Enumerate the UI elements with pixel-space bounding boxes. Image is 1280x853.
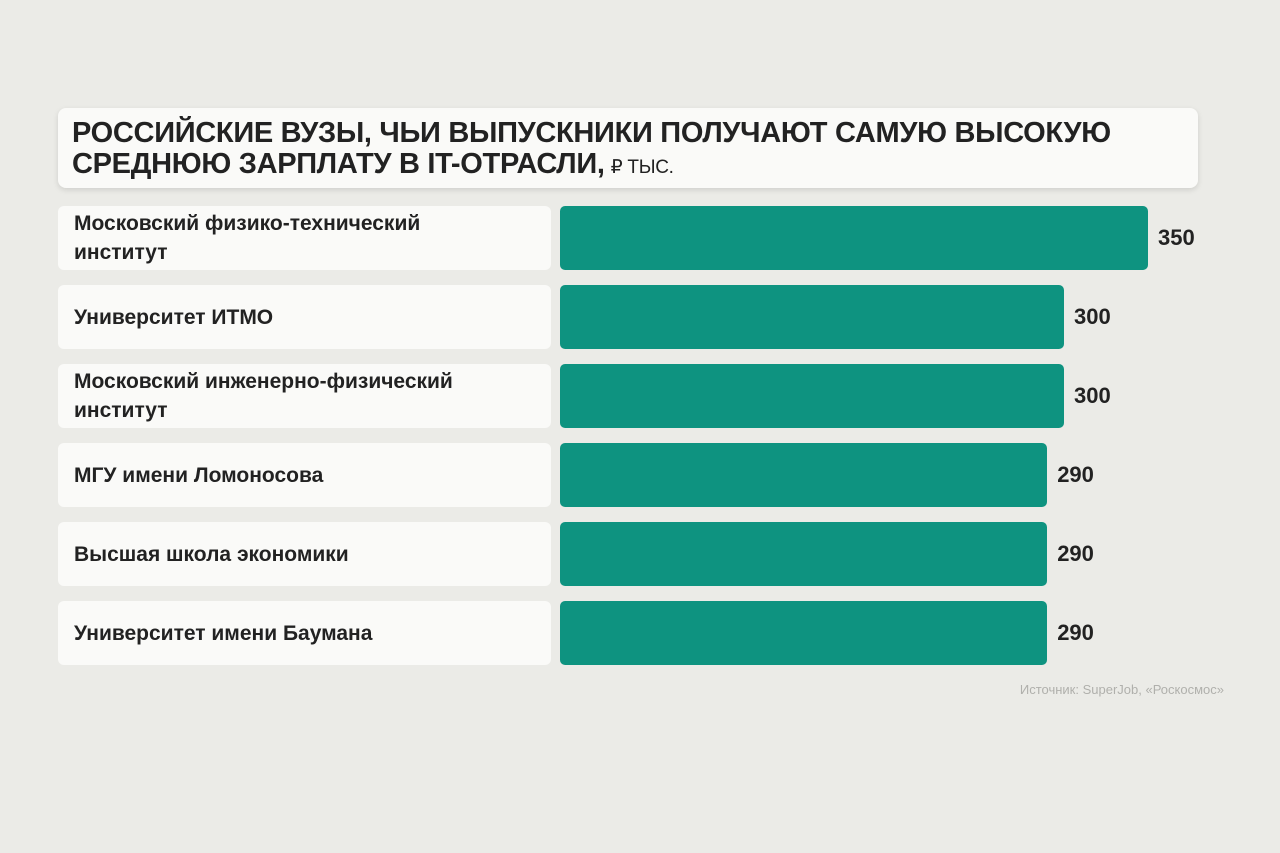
category-label: Московский инженерно-физический институт (74, 370, 453, 422)
value-label: 290 (1057, 462, 1094, 487)
category-label: Университет ИТМО (74, 305, 274, 329)
category-label: Высшая школа экономики (74, 542, 349, 566)
bar (560, 443, 1048, 507)
value-label: 300 (1074, 304, 1111, 329)
value-label: 290 (1057, 620, 1094, 645)
category-box: Университет ИТМО (58, 285, 551, 349)
chart-title: РОССИЙСКИЕ ВУЗЫ, ЧЬИ ВЫПУСКНИКИ ПОЛУЧАЮТ… (72, 118, 1184, 183)
source-note: Источник: SuperJob, «Роскосмос» (1019, 682, 1224, 697)
unit-label: ₽ ТЫС. (610, 157, 674, 178)
value-label: 350 (1158, 225, 1195, 250)
category-label: МГУ имени Ломоносова (74, 463, 324, 487)
category-box: Университет имени Баумана (58, 601, 551, 665)
title-box: РОССИЙСКИЕ ВУЗЫ, ЧЬИ ВЫПУСКНИКИ ПОЛУЧАЮТ… (58, 108, 1198, 188)
value-label: 300 (1074, 383, 1111, 408)
bar (560, 601, 1048, 665)
bar (560, 522, 1048, 586)
title-text: РОССИЙСКИЕ ВУЗЫ, ЧЬИ ВЫПУСКНИКИ ПОЛУЧАЮТ… (72, 117, 1111, 180)
category-label: Московский физико-технический институт (74, 212, 421, 264)
category-box: МГУ имени Ломоносова (58, 443, 551, 507)
category-label: Университет имени Баумана (74, 621, 373, 645)
bar (560, 285, 1064, 349)
bar (560, 206, 1148, 270)
category-box: Московский физико-технический институт (58, 206, 551, 270)
category-box: Московский инженерно-физический институт (58, 364, 551, 428)
bar (560, 364, 1064, 428)
value-label: 290 (1057, 541, 1094, 566)
category-box: Высшая школа экономики (58, 522, 551, 586)
